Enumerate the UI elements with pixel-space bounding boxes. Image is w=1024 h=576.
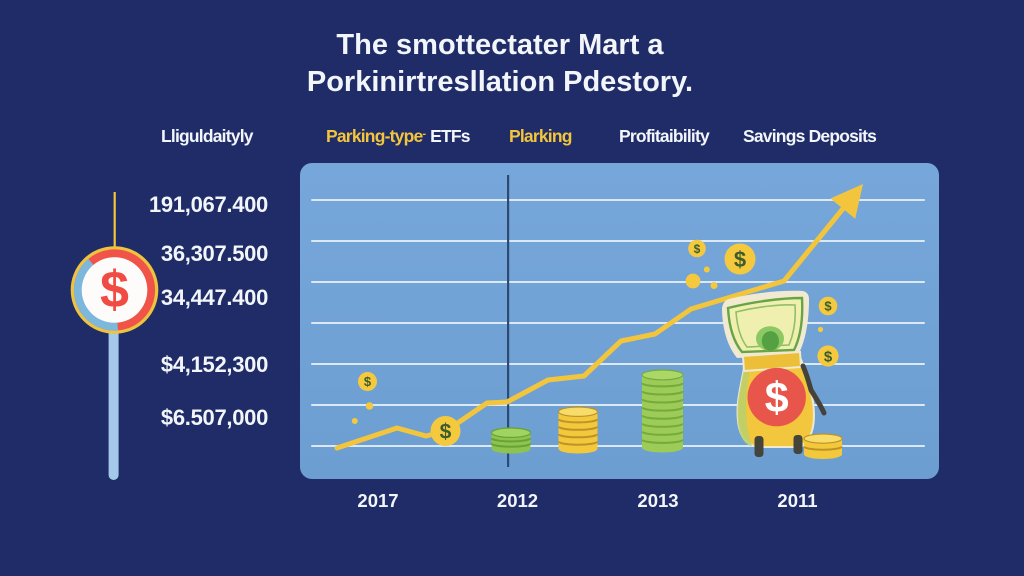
svg-text:$: $ <box>100 261 129 319</box>
svg-text:$: $ <box>694 242 701 256</box>
svg-text:$: $ <box>824 348 833 365</box>
svg-text:$: $ <box>824 299 832 314</box>
svg-text:$: $ <box>765 374 789 422</box>
svg-text:$: $ <box>364 374 372 389</box>
svg-text:$: $ <box>440 421 452 444</box>
svg-text:$: $ <box>734 247 746 272</box>
